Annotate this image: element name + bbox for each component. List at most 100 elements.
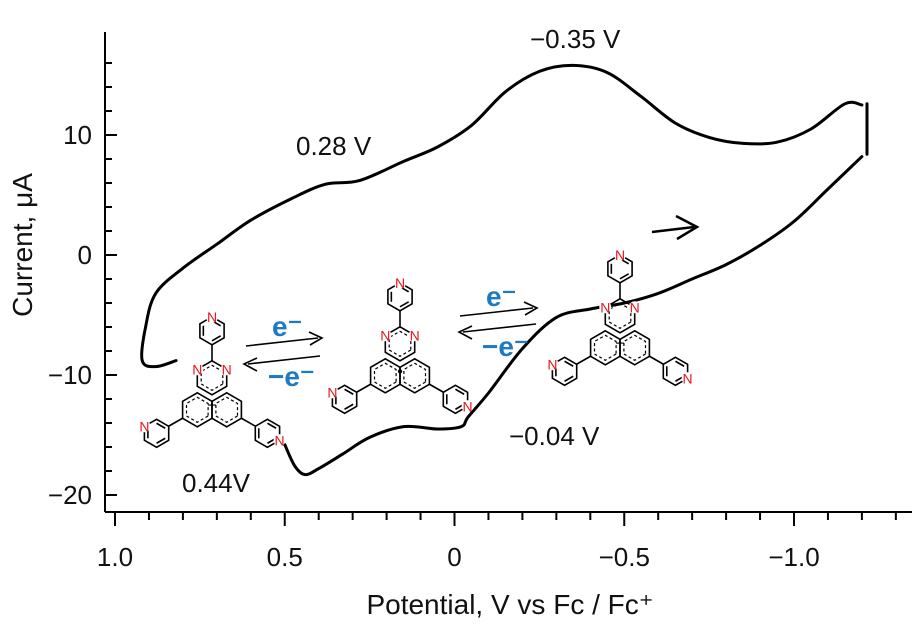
pyridine-double-bond xyxy=(564,360,574,367)
pyridine-double-bond xyxy=(211,335,222,342)
peak-label-anodic: −0.04 V xyxy=(509,421,600,451)
nitrogen-atom-label: N xyxy=(192,361,202,377)
pyridine-ring xyxy=(442,384,469,415)
pyridine-ring xyxy=(387,281,413,312)
pyridine-double-bond xyxy=(156,422,166,429)
pyridine-double-bond xyxy=(399,301,410,308)
bond-to-pyridine xyxy=(241,417,256,427)
nitrogen-atom-label: N xyxy=(207,309,217,325)
atom-background xyxy=(408,329,421,342)
phenalenyl-inner-ring xyxy=(403,362,427,389)
electron-loss-label-2: −e⁻ xyxy=(482,331,529,362)
pyridine-double-bond xyxy=(455,388,465,395)
pyridine-double-bond xyxy=(267,422,277,429)
electron-gain-label-2: e⁻ xyxy=(486,281,516,312)
x-tick-label: 0.5 xyxy=(267,542,303,572)
molecule-anion: N N − N N N xyxy=(546,247,694,387)
phenalenyl-inner-ring xyxy=(373,362,397,389)
phenalenyl-inner-ring xyxy=(200,364,224,391)
pyridine-double-bond xyxy=(675,360,685,367)
molecule-radical: N N • N N N xyxy=(326,275,474,415)
nitrogen-atom-label: N xyxy=(139,418,149,434)
charge-symbol: + xyxy=(207,398,216,415)
pyridine-ring xyxy=(662,356,689,387)
atom-background xyxy=(461,400,474,413)
y-axis: −20 −10 0 10 xyxy=(48,32,117,512)
phenalenyl-inner-ring xyxy=(388,330,412,357)
nitrogen-atom-label: N xyxy=(600,299,610,315)
phenalenyl-ring xyxy=(619,329,651,366)
atom-background xyxy=(379,329,392,342)
y-tick-label: −10 xyxy=(48,360,92,390)
nitrogen-atom-label: N xyxy=(222,361,232,377)
charge-symbol: • xyxy=(397,364,403,381)
scan-direction-arrow xyxy=(651,214,700,241)
x-tick-label: 1.0 xyxy=(97,542,133,572)
electron-loss-label-1: −e⁻ xyxy=(268,361,315,392)
nitrogen-atom-label: N xyxy=(463,398,473,414)
phenalenyl-ring xyxy=(211,391,243,428)
equilibrium-arrows-2 xyxy=(457,301,539,340)
atom-background xyxy=(546,358,559,371)
atom-background xyxy=(191,363,204,376)
pyridine-double-bond xyxy=(564,375,574,382)
bond-to-pyridine xyxy=(356,383,371,393)
nitrogen-atom-label: N xyxy=(410,327,420,343)
atom-background xyxy=(599,301,612,314)
nitrogen-atom-label: N xyxy=(615,247,625,263)
pyridine-double-bond xyxy=(344,388,354,395)
pyridine-double-bond xyxy=(156,437,166,444)
cv-trace-segment-1 xyxy=(283,155,864,477)
y-tick-label: 10 xyxy=(63,120,92,150)
peak-label-high-anodic: 0.44V xyxy=(182,468,251,498)
pyridine-double-bond xyxy=(619,273,630,280)
x-tick-label: −0.5 xyxy=(599,542,650,572)
peak-label-mid-anodic: 0.28 V xyxy=(296,131,372,161)
cv-trace-segment-2 xyxy=(140,63,864,369)
x-tick-label: 0 xyxy=(447,542,461,572)
nitrogen-atom-label: N xyxy=(380,327,390,343)
atom-background xyxy=(326,386,339,399)
pyridine-ring xyxy=(254,418,281,449)
x-axis: 1.0 0.5 0 −0.5 −1.0 xyxy=(97,511,912,572)
nitrogen-atom-label: N xyxy=(327,384,337,400)
y-tick-label: −20 xyxy=(48,480,92,510)
bond-to-pyridine xyxy=(168,417,183,427)
phenalenyl-inner-ring xyxy=(623,334,647,361)
x-axis-title: Potential, V vs Fc / Fc⁺ xyxy=(366,589,653,620)
series-layer xyxy=(140,63,869,477)
phenalenyl-inner-ring xyxy=(593,334,617,361)
nitrogen-atom-label: N xyxy=(547,356,557,372)
y-axis-title: Current, μA xyxy=(7,173,38,317)
electron-gain-label-1: e⁻ xyxy=(272,311,302,342)
molecule-cation: N N + N N N xyxy=(138,309,286,449)
nitrogen-atom-label: N xyxy=(395,275,405,291)
y-ticks: −20 −10 0 10 xyxy=(48,62,117,510)
x-tick-label: −1.0 xyxy=(768,542,819,572)
phenalenyl-inner-ring xyxy=(215,396,239,423)
nitrogen-atom-label: N xyxy=(630,299,640,315)
bond-to-pyridine xyxy=(576,355,591,365)
phenalenyl-inner-ring xyxy=(608,302,632,329)
atom-background xyxy=(138,420,151,433)
bond-to-pyridine xyxy=(649,355,664,365)
atom-background xyxy=(628,301,641,314)
atom-background xyxy=(273,434,286,447)
phenalenyl-ring xyxy=(399,357,431,394)
redox-scheme: N N + N N N N N • N N N N N − N N N e⁻ −e⁻ e⁻ −e⁻ xyxy=(138,247,694,449)
phenalenyl-inner-ring xyxy=(185,396,209,423)
bond-to-pyridine xyxy=(429,383,444,393)
equilibrium-arrows-1 xyxy=(242,331,324,372)
pyridine-ring xyxy=(607,253,633,284)
y-tick-label: 0 xyxy=(78,240,92,270)
peak-label-cathodic: −0.35 V xyxy=(530,24,621,54)
x-ticks: 1.0 0.5 0 −0.5 −1.0 xyxy=(97,512,897,572)
atom-background xyxy=(220,363,233,376)
atom-background xyxy=(394,276,406,289)
charge-symbol: − xyxy=(615,336,624,353)
atom-background xyxy=(206,310,218,323)
nitrogen-atom-label: N xyxy=(275,432,285,448)
atom-background xyxy=(614,248,626,261)
pyridine-ring xyxy=(199,315,225,346)
